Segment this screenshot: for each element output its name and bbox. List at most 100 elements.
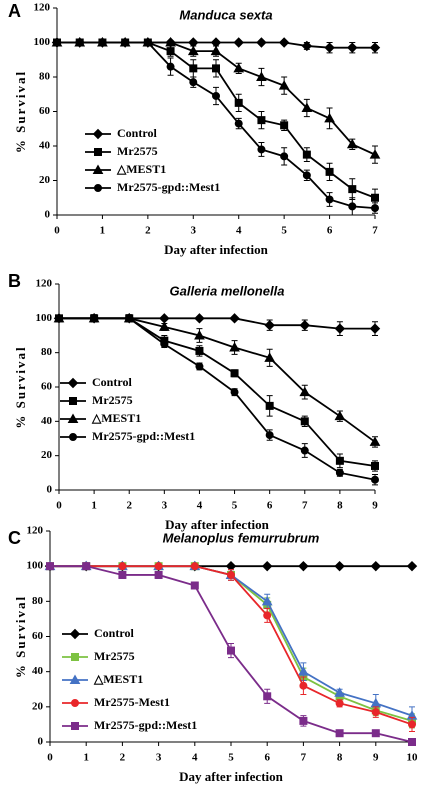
- marker: [92, 128, 104, 140]
- marker: [369, 436, 381, 446]
- x-tick-label: 10: [407, 752, 419, 764]
- marker: [212, 91, 220, 100]
- marker: [264, 319, 275, 331]
- legend-label: Control: [92, 375, 132, 389]
- y-axis-label: % Survival: [13, 595, 28, 678]
- marker: [190, 581, 199, 590]
- marker: [334, 560, 345, 572]
- marker: [189, 78, 198, 87]
- legend-label: Mr2575-gpd::Mest1: [117, 180, 220, 194]
- legend-label: △MEST1: [91, 411, 141, 425]
- marker: [118, 562, 127, 571]
- marker: [227, 570, 235, 579]
- y-tick-label: 20: [41, 449, 53, 461]
- marker: [256, 71, 267, 81]
- x-tick-label: 9: [372, 500, 378, 512]
- marker: [69, 433, 77, 441]
- marker: [371, 461, 379, 470]
- marker: [233, 37, 244, 48]
- marker: [212, 64, 220, 73]
- marker: [230, 388, 239, 397]
- x-tick-label: 3: [191, 225, 197, 237]
- x-tick-label: 3: [162, 500, 168, 512]
- marker: [298, 560, 309, 572]
- marker: [334, 323, 346, 334]
- marker: [406, 560, 418, 572]
- x-tick-label: 7: [302, 500, 308, 512]
- marker: [335, 699, 344, 708]
- legend-label: Mr2575: [94, 649, 135, 663]
- marker: [67, 377, 79, 389]
- marker: [187, 45, 199, 56]
- marker: [369, 149, 381, 159]
- marker: [195, 346, 204, 355]
- x-axis-label: Day after infection: [164, 242, 269, 257]
- marker: [189, 64, 198, 73]
- y-tick-label: 0: [47, 484, 53, 496]
- y-tick-label: 80: [39, 71, 51, 83]
- marker: [265, 431, 274, 440]
- marker: [166, 47, 175, 56]
- marker: [335, 468, 344, 477]
- marker: [299, 319, 310, 331]
- marker: [335, 729, 344, 738]
- y-tick-label: 60: [41, 381, 53, 393]
- marker: [166, 62, 175, 71]
- marker: [75, 38, 84, 47]
- x-tick-label: 0: [56, 500, 62, 512]
- marker: [160, 340, 169, 349]
- marker: [278, 37, 290, 48]
- marker: [302, 150, 311, 159]
- x-tick-label: 2: [145, 225, 151, 237]
- y-tick-label: 120: [27, 525, 44, 537]
- marker: [98, 38, 107, 47]
- marker: [71, 653, 79, 661]
- series-line: [59, 317, 375, 330]
- marker: [348, 185, 357, 194]
- marker: [69, 628, 81, 640]
- x-tick-label: 3: [156, 752, 162, 764]
- marker: [280, 121, 289, 130]
- x-tick-label: 5: [228, 752, 234, 764]
- marker: [369, 323, 381, 334]
- marker: [369, 42, 381, 53]
- marker: [257, 116, 266, 125]
- legend-label: Mr2575: [92, 393, 133, 407]
- marker: [229, 341, 240, 352]
- x-tick-label: 6: [267, 500, 273, 512]
- marker: [82, 562, 91, 571]
- y-tick-label: 60: [39, 105, 51, 117]
- marker: [302, 171, 311, 180]
- y-axis-label: % Survival: [13, 70, 28, 153]
- x-tick-label: 4: [197, 500, 203, 512]
- marker: [371, 475, 379, 484]
- marker: [195, 362, 204, 371]
- x-tick-label: 4: [192, 752, 198, 764]
- x-tick-label: 7: [301, 752, 307, 764]
- x-tick-label: 7: [372, 225, 378, 237]
- y-tick-label: 0: [45, 209, 51, 221]
- y-tick-label: 60: [32, 630, 44, 642]
- x-tick-label: 2: [120, 752, 126, 764]
- x-tick-label: 2: [126, 500, 132, 512]
- y-tick-label: 20: [32, 700, 44, 712]
- x-tick-label: 0: [47, 752, 53, 764]
- legend-label: △MEST1: [93, 672, 143, 686]
- marker: [230, 369, 239, 378]
- marker: [408, 720, 416, 729]
- x-axis-label: Day after infection: [165, 517, 270, 532]
- marker: [299, 716, 308, 725]
- panel-label: B: [8, 271, 21, 291]
- marker: [348, 202, 357, 211]
- marker: [165, 36, 176, 47]
- y-tick-label: 20: [39, 174, 51, 186]
- y-tick-label: 80: [32, 595, 44, 607]
- marker: [233, 62, 245, 73]
- marker: [154, 562, 163, 571]
- x-tick-label: 1: [91, 500, 97, 512]
- chart-title: Galleria mellonella: [170, 283, 285, 298]
- y-tick-label: 100: [36, 312, 53, 324]
- marker: [143, 38, 152, 47]
- y-tick-label: 40: [32, 665, 44, 677]
